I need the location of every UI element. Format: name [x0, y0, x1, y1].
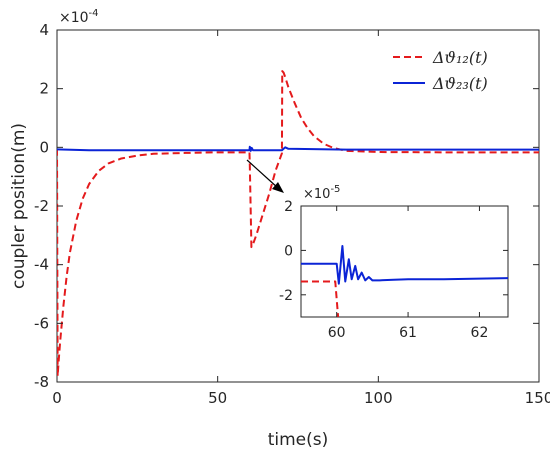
x-tick-label: 150 — [525, 389, 550, 407]
x-tick-label: 0 — [52, 389, 62, 407]
legend-label-dtheta12: Δϑ₁₂(t) — [432, 48, 488, 67]
y-tick-label: 2 — [39, 80, 49, 98]
series-line-dtheta23 — [57, 145, 539, 152]
inset-axes-frame — [300, 205, 509, 318]
y-tick-label: 4 — [39, 21, 49, 39]
series-line-dtheta12 — [301, 280, 340, 317]
x-tick-label: 62 — [471, 325, 489, 341]
y-tick-label: -2 — [279, 288, 293, 304]
y-tick-label: -8 — [34, 373, 49, 391]
x-tick-label: 100 — [364, 389, 393, 407]
y-tick-label: 0 — [284, 243, 293, 259]
x-tick-label: 50 — [208, 389, 227, 407]
inset-plot: 60 61 62 -2 0 2 ×10-5 — [279, 184, 509, 341]
legend-label-dtheta23: Δϑ₂₃(t) — [432, 74, 488, 93]
series-line-dtheta12 — [57, 70, 539, 378]
x-tick-label: 61 — [399, 325, 417, 341]
y-tick-label: 0 — [39, 138, 49, 156]
y-tick-label: -6 — [34, 314, 49, 332]
zoom-arrow — [246, 159, 284, 193]
main-y-exponent: ×10-4 — [59, 8, 99, 26]
y-axis-label: coupler position(m) — [9, 123, 29, 289]
y-tick-label: 2 — [284, 199, 293, 215]
inset-y-exponent: ×10-5 — [303, 184, 340, 202]
x-axis-label: time(s) — [268, 430, 329, 450]
y-tick-label: -2 — [34, 197, 49, 215]
legend: Δϑ₁₂(t) Δϑ₂₃(t) — [393, 48, 488, 93]
x-tick-label: 60 — [328, 325, 346, 341]
y-tick-label: -4 — [34, 256, 49, 274]
series-line-dtheta23 — [301, 244, 508, 285]
